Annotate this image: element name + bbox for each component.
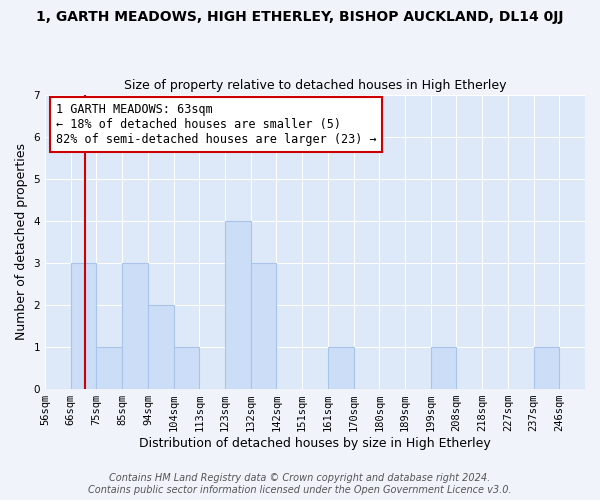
Bar [431,347,457,389]
Bar [148,305,173,389]
X-axis label: Distribution of detached houses by size in High Etherley: Distribution of detached houses by size … [139,437,491,450]
Text: 1 GARTH MEADOWS: 63sqm
← 18% of detached houses are smaller (5)
82% of semi-deta: 1 GARTH MEADOWS: 63sqm ← 18% of detached… [56,104,376,146]
Text: Contains HM Land Registry data © Crown copyright and database right 2024.
Contai: Contains HM Land Registry data © Crown c… [88,474,512,495]
Text: 1, GARTH MEADOWS, HIGH ETHERLEY, BISHOP AUCKLAND, DL14 0JJ: 1, GARTH MEADOWS, HIGH ETHERLEY, BISHOP … [36,10,564,24]
Bar [71,263,97,389]
Bar [122,263,148,389]
Bar [533,347,559,389]
Title: Size of property relative to detached houses in High Etherley: Size of property relative to detached ho… [124,79,506,92]
Bar [225,221,251,389]
Bar [97,347,122,389]
Bar [173,347,199,389]
Y-axis label: Number of detached properties: Number of detached properties [15,144,28,340]
Bar [328,347,353,389]
Bar [251,263,277,389]
